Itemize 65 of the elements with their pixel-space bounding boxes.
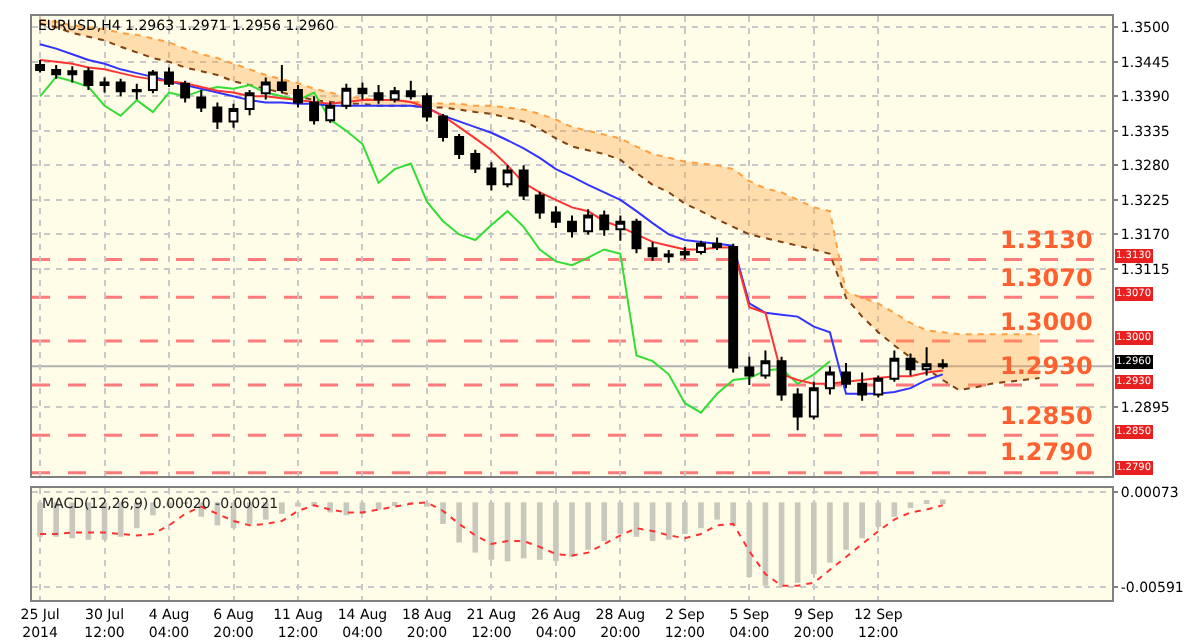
candlestick <box>35 58 45 74</box>
candlestick <box>180 79 191 104</box>
candlestick <box>841 362 851 390</box>
text: 1.2790 <box>1000 438 1093 466</box>
candlestick <box>421 92 432 123</box>
candlestick <box>518 164 529 201</box>
candlestick <box>792 387 803 432</box>
candlestick <box>663 249 674 264</box>
candlestick <box>115 77 126 98</box>
candlestick <box>583 208 594 236</box>
candlestick <box>131 82 142 101</box>
candlestick <box>873 374 884 399</box>
candlestick <box>389 85 400 104</box>
candlestick <box>679 245 690 261</box>
candlestick <box>486 161 497 192</box>
candlestick <box>454 132 465 161</box>
candlestick <box>373 84 384 105</box>
candlestick <box>776 355 787 402</box>
candlestick <box>905 352 916 377</box>
candlestick <box>244 89 255 117</box>
candlestick <box>824 365 835 396</box>
candlestick <box>889 349 900 383</box>
candlestick <box>647 240 658 262</box>
candlestick <box>164 66 174 88</box>
candlestick <box>599 209 610 237</box>
candlestick <box>196 89 207 114</box>
text: 1.3070 <box>1000 264 1093 292</box>
candlestick <box>357 81 368 101</box>
ref-line-label: 1.2930 <box>1000 352 1093 380</box>
candlestick <box>712 236 723 252</box>
candlestick <box>325 101 336 124</box>
text: 1.2850 <box>1000 402 1093 430</box>
candlestick <box>470 148 481 174</box>
candlestick <box>615 214 626 242</box>
candlestick <box>99 76 110 94</box>
candlestick <box>228 102 239 129</box>
candlestick <box>438 112 448 143</box>
candlestick <box>534 190 545 220</box>
candlestick <box>83 66 94 92</box>
candlestick <box>51 63 62 80</box>
candlestick <box>808 380 819 421</box>
candlestick <box>276 63 287 95</box>
candlestick <box>293 84 303 109</box>
candlestick <box>760 349 771 380</box>
candlestick <box>696 239 706 256</box>
candlestick <box>309 95 320 126</box>
line-series <box>39 501 944 587</box>
candlestick <box>502 164 513 189</box>
candlestick <box>550 205 561 230</box>
line-series <box>39 75 831 414</box>
candlestick <box>212 101 223 130</box>
candlestick <box>744 355 755 386</box>
candlestick <box>937 358 948 370</box>
candlestick <box>147 68 158 95</box>
candlestick <box>921 346 932 377</box>
candlestick <box>631 217 642 255</box>
candlestick <box>260 76 271 101</box>
candlestick <box>567 214 577 239</box>
candlestick <box>728 242 739 374</box>
candlestick <box>341 82 352 110</box>
candlestick <box>67 65 78 84</box>
candlestick <box>857 371 868 402</box>
text: 1.3130 <box>1000 226 1093 254</box>
text: 1.3000 <box>1000 308 1093 336</box>
candlestick <box>405 79 416 101</box>
